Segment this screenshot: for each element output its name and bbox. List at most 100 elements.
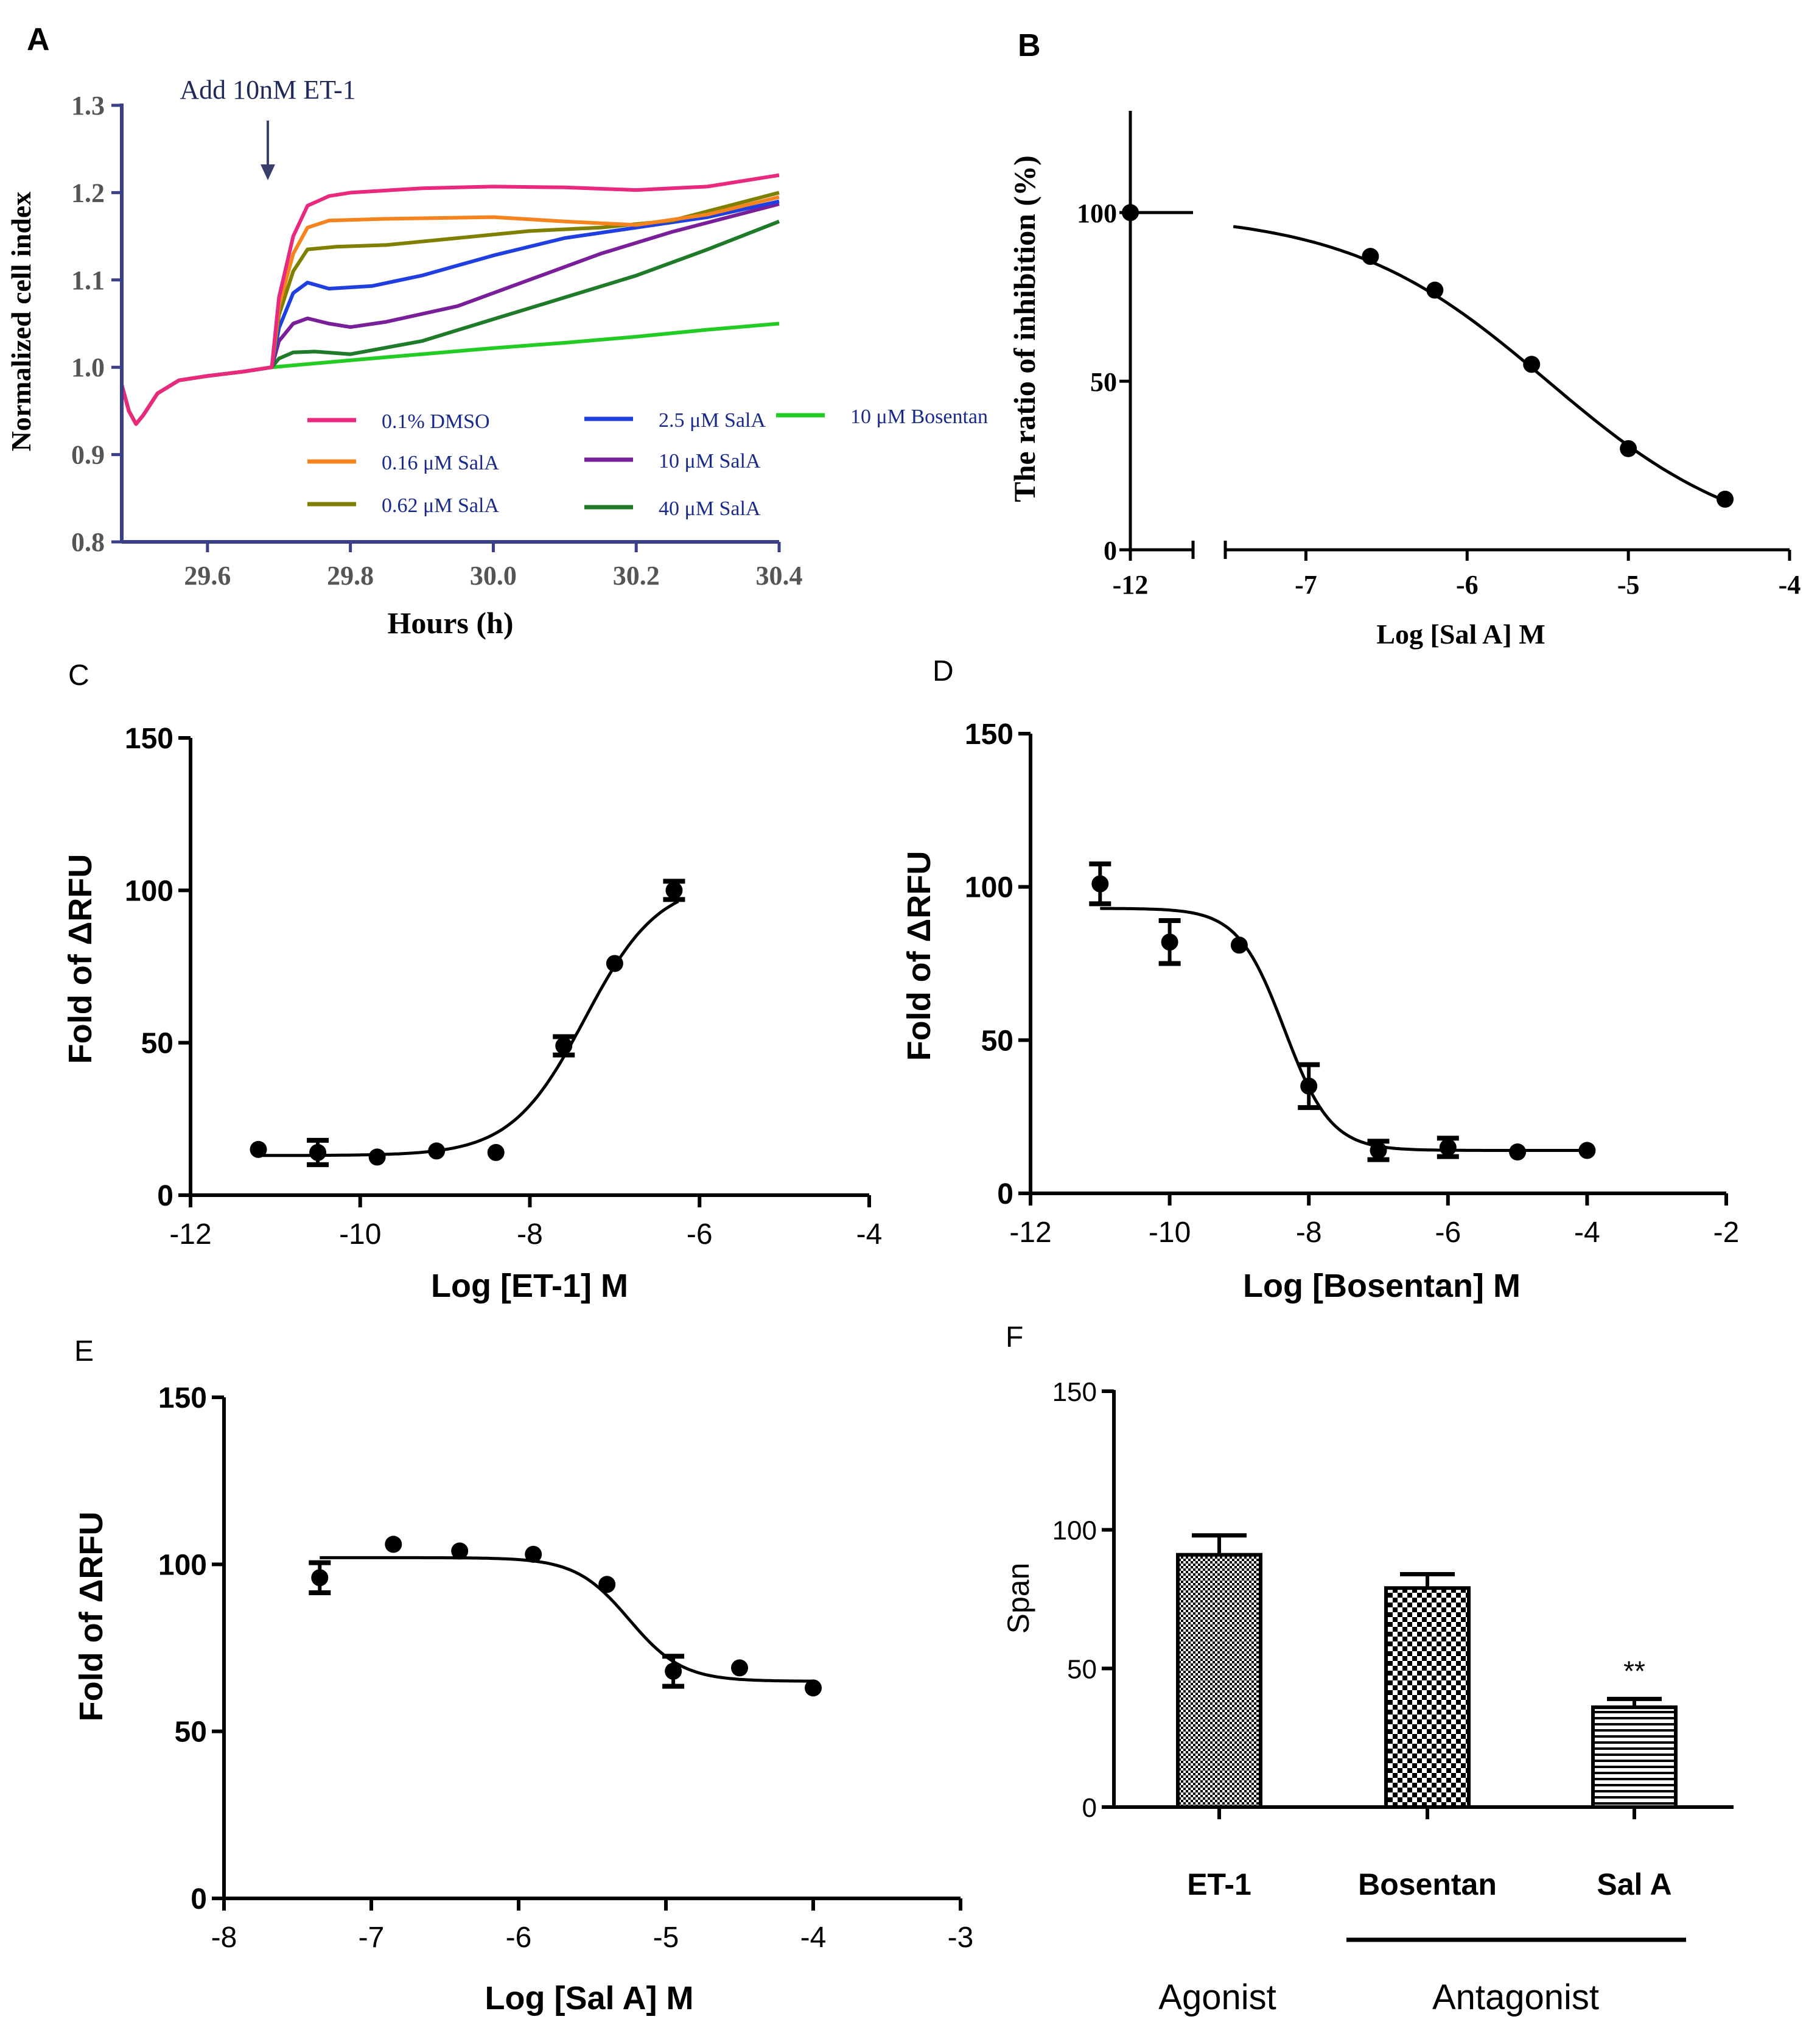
panel-b-xlabel: Log [Sal A] M (1376, 619, 1545, 650)
panel-b-ylabel: The ratio of inhibition (%) (1007, 155, 1041, 502)
data-point-4 (1370, 1142, 1387, 1159)
panel-c-xtick-label: -6 (687, 1218, 713, 1251)
panel-d-xtick-label: -2 (1713, 1216, 1740, 1249)
panel-b-plot: 0 50 100 -12 -7 -6 -5 -4 (1077, 111, 1801, 600)
data-point-2 (451, 1542, 469, 1560)
panel-e-xtick-label: -6 (506, 1922, 532, 1954)
data-point-3 (1300, 1077, 1318, 1095)
bar-sal-a (1591, 1705, 1678, 1810)
panel-c-ylabel: Fold of ΔRFU (62, 854, 99, 1064)
panel-d: D Fold of ΔRFU Log [Bosentan] M 0 50 100 15… (901, 655, 1739, 1304)
control-point (1122, 204, 1139, 222)
panel-d-ylabel: Fold of ΔRFU (901, 851, 937, 1061)
data-point-6 (606, 955, 623, 972)
legend-label-0: 0.1% DMSO (382, 410, 490, 433)
panel-a-ytick-label: 1.1 (71, 265, 105, 295)
panel-d-xtick-label: -12 (1009, 1216, 1051, 1249)
fit-curve (320, 1556, 814, 1683)
series-line-0 (120, 173, 780, 426)
panel-a: A Normalized cell index Hours (h) 0.8 0.9… (5, 22, 988, 640)
category-label-0: ET-1 (1187, 1867, 1251, 1901)
panel-a-xtick-label: 30.4 (756, 561, 803, 591)
data-point-4 (487, 1143, 505, 1161)
agonist-label: Agonist (1158, 1978, 1276, 2017)
fit-curve (1100, 907, 1587, 1152)
panel-a-xtick-label: 29.6 (184, 561, 231, 591)
data-point-2 (1230, 936, 1248, 954)
panel-d-ytick-label: 0 (997, 1178, 1013, 1210)
panel-c-ytick-label: 100 (125, 875, 173, 907)
panel-e-ytick-label: 50 (175, 1716, 207, 1749)
panel-a-ytick-label: 0.9 (71, 440, 105, 470)
fit-curve (1233, 225, 1726, 502)
data-point-5 (665, 1662, 682, 1680)
panel-d-ytick-label: 50 (981, 1025, 1013, 1057)
data-point-4 (598, 1576, 616, 1593)
data-point-1 (309, 1143, 327, 1161)
bar-bosentan (1384, 1586, 1471, 1809)
panel-f-ytick-label: 0 (1082, 1793, 1097, 1823)
panel-b-xtick-label: -4 (1779, 570, 1801, 600)
panel-a-xtick-label: 30.2 (613, 561, 660, 591)
data-point-2 (1523, 356, 1541, 373)
data-point-7 (805, 1679, 822, 1697)
panel-b-ytick-label: 100 (1077, 198, 1117, 228)
panel-a-ylabel: Normalized cell index (5, 192, 37, 452)
panel-f-ytick-label: 100 (1052, 1516, 1097, 1546)
category-label-1: Bosentan (1358, 1867, 1497, 1901)
panel-d-xtick-label: -8 (1296, 1216, 1322, 1249)
panel-b-xtick-label: -12 (1113, 570, 1149, 600)
data-point-6 (1509, 1143, 1527, 1161)
data-point-6 (731, 1659, 748, 1677)
panel-a-ytick-label: 1.3 (71, 91, 105, 121)
panel-b-xtick-label: -6 (1456, 570, 1479, 600)
panel-d-xtick-label: -10 (1149, 1216, 1191, 1249)
data-point-0 (311, 1569, 329, 1587)
panel-e-xtick-label: -4 (800, 1922, 827, 1954)
panel-e-ylabel: Fold of ΔRFU (73, 1512, 110, 1722)
panel-d-xtick-label: -4 (1574, 1216, 1600, 1249)
series-line-3 (120, 199, 780, 426)
panel-f-ytick-label: 50 (1067, 1654, 1097, 1684)
panel-f-ytick-label: 150 (1052, 1377, 1097, 1407)
panel-c: C Fold of ΔRFU Log [ET-1] M 0 50 100 150 -12… (62, 659, 882, 1304)
panel-e-xtick-label: -3 (948, 1922, 974, 1954)
antagonist-label: Antagonist (1432, 1978, 1599, 2017)
panel-c-ytick-label: 0 (157, 1180, 173, 1212)
panel-letter-a: A (27, 22, 50, 57)
panel-a-xtick-label: 29.8 (327, 561, 374, 591)
arrow-icon (261, 121, 275, 180)
data-point-5 (555, 1037, 573, 1055)
panel-a-ytick-label: 1.0 (71, 353, 105, 382)
legend-label-1: 0.16 μM SalA (382, 452, 499, 474)
significance-marker: ** (1623, 1655, 1645, 1687)
panel-e-xtick-label: -7 (359, 1922, 385, 1954)
panel-e-xtick-label: -5 (653, 1922, 679, 1954)
category-label-2: Sal A (1597, 1867, 1671, 1901)
panel-letter-e: E (74, 1335, 94, 1367)
legend-label-4: 10 μM SalA (659, 450, 761, 472)
panel-e-ytick-label: 100 (158, 1549, 207, 1581)
panel-a-xlabel: Hours (h) (388, 606, 514, 640)
data-point-5 (1439, 1139, 1457, 1156)
panel-c-xtick-label: -10 (339, 1218, 381, 1251)
data-point-3 (428, 1142, 446, 1160)
bar-et-1 (1176, 1553, 1262, 1810)
panel-letter-d: D (933, 655, 954, 687)
legend-label-5: 40 μM SalA (659, 497, 761, 520)
data-point-7 (665, 882, 683, 899)
legend-label-6: 10 μM Bosentan (850, 405, 988, 428)
panel-f-ylabel: Span (1001, 1563, 1035, 1634)
panel-b: B The ratio of inhibition (%) Log [Sal A… (1007, 28, 1801, 650)
panel-e-ytick-label: 0 (191, 1883, 207, 1915)
panel-a-legend: 0.1% DMSO 0.16 μM SalA 0.62 μM SalA 2.5 μM … (307, 405, 988, 520)
panel-c-xtick-label: -8 (517, 1218, 543, 1251)
data-point-0 (250, 1140, 267, 1158)
panel-c-xtick-label: -12 (169, 1218, 211, 1251)
panel-c-ytick-label: 150 (125, 723, 173, 755)
panel-d-ytick-label: 150 (965, 718, 1013, 751)
panel-c-ytick-label: 50 (141, 1028, 173, 1060)
panel-c-xtick-label: -4 (856, 1218, 883, 1251)
panel-e-xlabel: Log [Sal A] M (485, 1980, 694, 2017)
